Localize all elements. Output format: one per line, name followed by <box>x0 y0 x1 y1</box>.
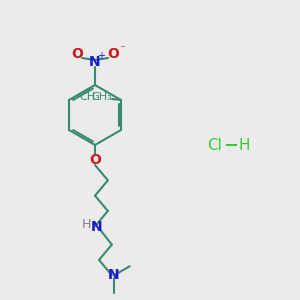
Text: N: N <box>91 220 103 234</box>
Text: CH₃: CH₃ <box>92 92 112 102</box>
Text: O: O <box>89 153 101 167</box>
Text: H: H <box>81 218 91 231</box>
Text: H: H <box>238 137 250 152</box>
Text: Cl: Cl <box>208 137 222 152</box>
Text: ⁻: ⁻ <box>119 44 125 54</box>
Text: N: N <box>89 55 101 69</box>
Text: O: O <box>107 47 119 61</box>
Text: O: O <box>71 47 83 61</box>
Text: +: + <box>97 51 105 61</box>
Text: N: N <box>108 268 120 282</box>
Text: CH₃: CH₃ <box>79 92 100 102</box>
